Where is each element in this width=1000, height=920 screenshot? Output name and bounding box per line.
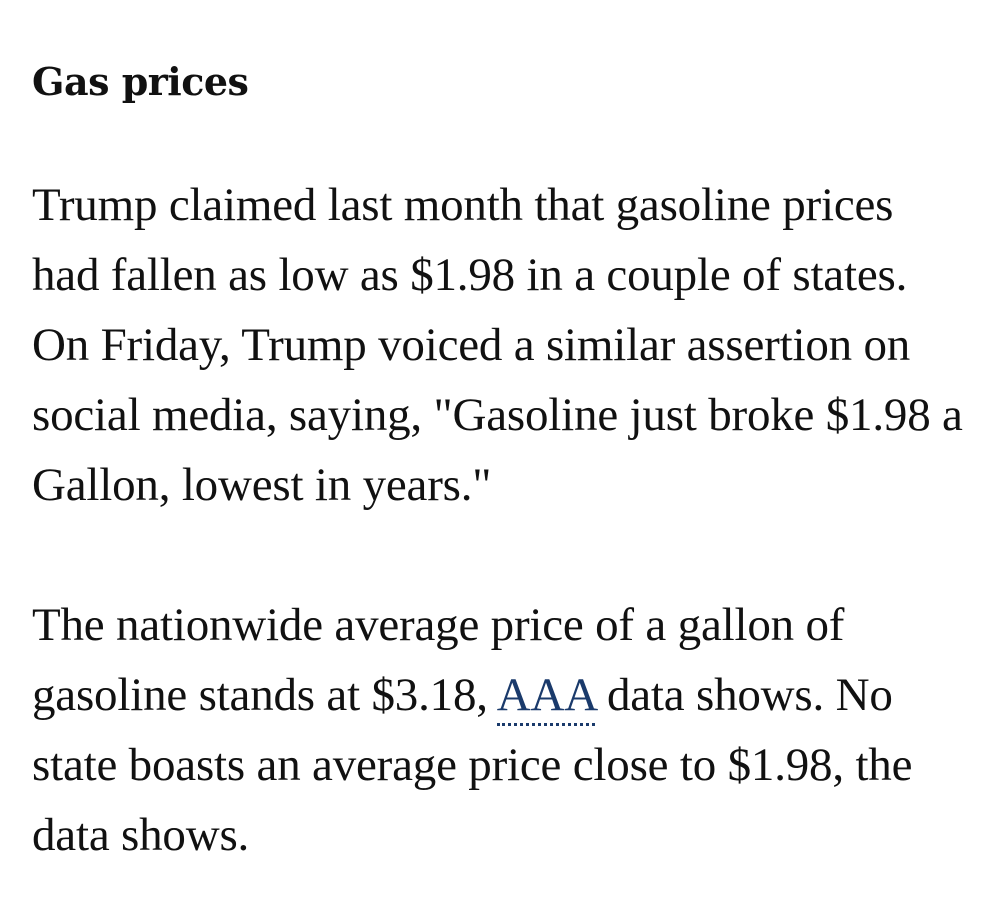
aaa-link[interactable]: AAA bbox=[496, 669, 596, 726]
paragraph-text-before-link: The nationwide average price of a gallon… bbox=[32, 599, 845, 721]
article-section: Gas prices Trump claimed last month that… bbox=[32, 56, 972, 870]
paragraph-aaa-data: The nationwide average price of a gallon… bbox=[32, 590, 972, 870]
section-heading: Gas prices bbox=[32, 59, 249, 104]
paragraph-text-after-link: data shows. No state boasts an average p… bbox=[32, 669, 913, 861]
paragraph-trump-claim: Trump claimed last month that gasoline p… bbox=[32, 179, 963, 511]
